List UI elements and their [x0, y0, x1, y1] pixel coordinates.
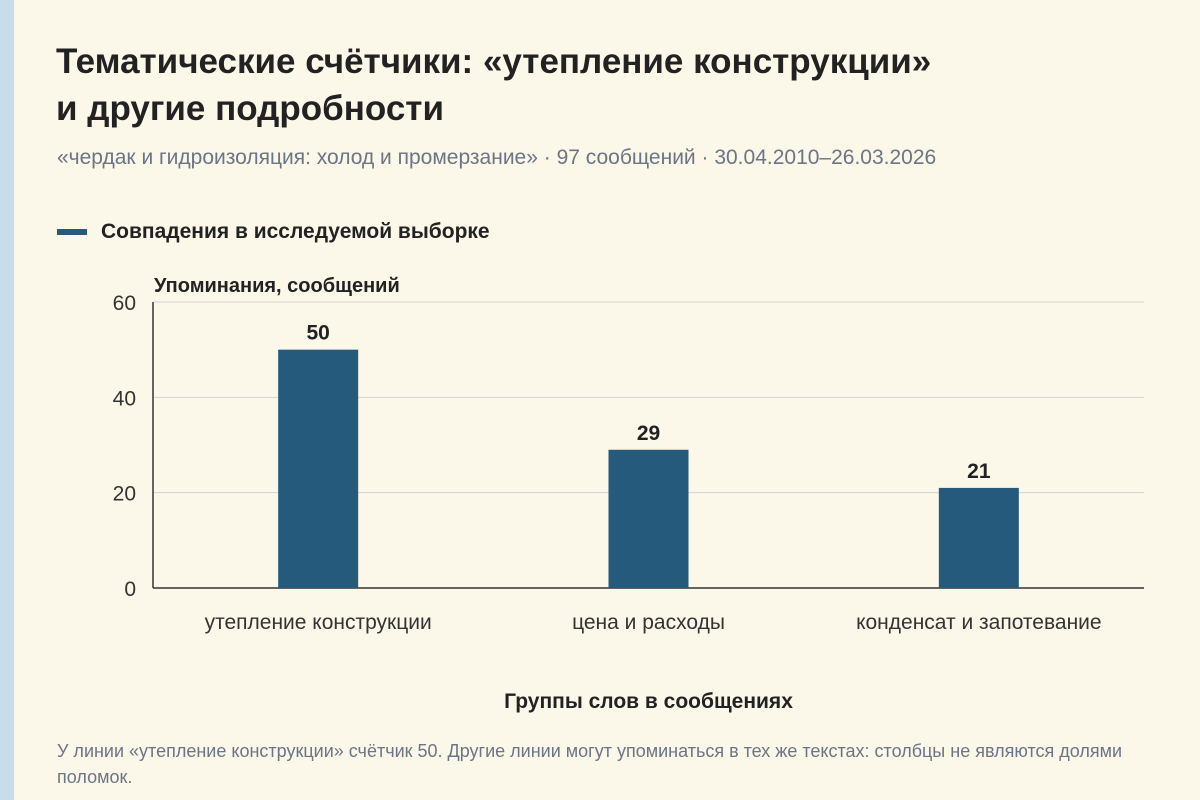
y-tick-label: 20	[113, 483, 136, 506]
y-axis-label: Упоминания, сообщений	[154, 275, 400, 297]
chart-title-line2: и другие подробности	[56, 89, 444, 128]
y-tick-label: 60	[113, 292, 136, 315]
bar	[938, 487, 1019, 588]
chart-title-line1: Тематические счётчики: «утепление констр…	[56, 42, 932, 81]
bar-value-label: 29	[637, 422, 660, 445]
chart-subtitle: «чердак и гидроизоляция: холод и промерз…	[57, 146, 937, 169]
chart-title: Тематические счётчики: «утепление констр…	[56, 38, 1156, 132]
bar-value-label: 21	[967, 460, 991, 483]
left-accent-stripe	[0, 0, 14, 800]
y-tick-label: 0	[124, 578, 136, 601]
legend-swatch	[57, 229, 87, 235]
x-tick-label: цена и расходы	[572, 611, 725, 634]
bar	[278, 349, 359, 588]
x-tick-label: утепление конструкции	[205, 611, 432, 634]
footnote: У линии «утепление конструкции» счётчик …	[57, 741, 1123, 787]
x-axis-label: Группы слов в сообщениях	[504, 690, 793, 713]
legend-label: Совпадения в исследуемой выборке	[101, 220, 490, 243]
bar	[608, 449, 689, 588]
bar-value-label: 50	[306, 322, 329, 345]
x-tick-label: конденсат и запотевание	[856, 611, 1102, 634]
legend: Совпадения в исследуемой выборке	[57, 220, 490, 244]
y-tick-label: 40	[113, 387, 136, 410]
